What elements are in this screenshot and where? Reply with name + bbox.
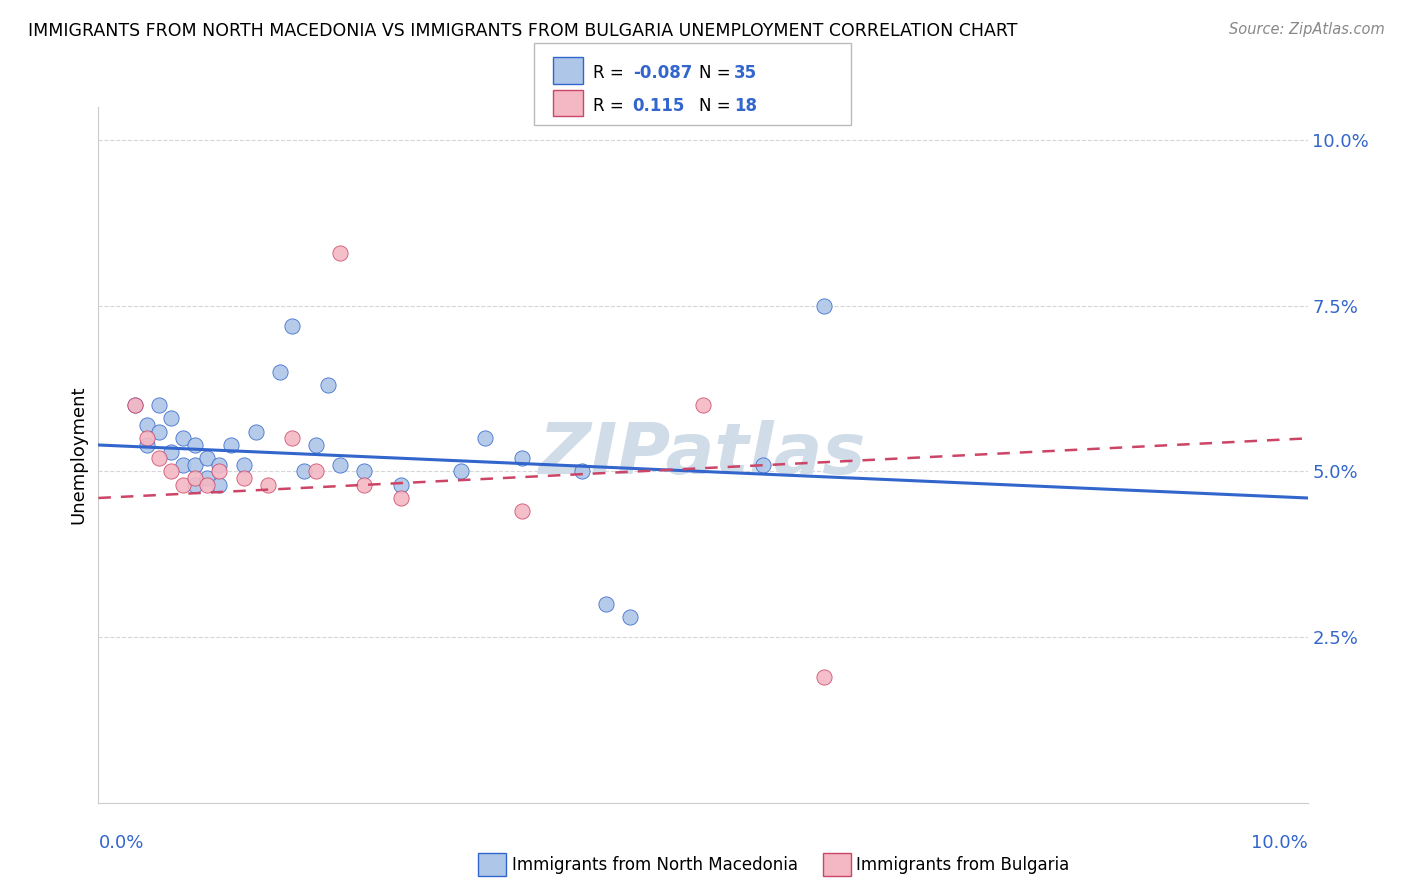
Point (269, 365, 291, 379)
Point (353, 477, 375, 491)
Text: R =: R = (593, 97, 630, 115)
Point (813, 670, 835, 684)
Point (329, 245, 352, 260)
Point (571, 465, 593, 479)
Point (160, 444, 183, 458)
Point (124, 398, 146, 412)
Point (148, 425, 170, 439)
Point (195, 471, 218, 485)
Point (172, 458, 194, 472)
Point (281, 318, 304, 333)
Point (195, 451, 218, 466)
Point (172, 431, 194, 445)
Point (160, 465, 183, 479)
Text: N =: N = (699, 64, 735, 82)
Point (389, 477, 412, 491)
Text: IMMIGRANTS FROM NORTH MACEDONIA VS IMMIGRANTS FROM BULGARIA UNEMPLOYMENT CORRELA: IMMIGRANTS FROM NORTH MACEDONIA VS IMMIG… (28, 22, 1018, 40)
Text: 10.0%: 10.0% (1251, 834, 1308, 852)
Point (232, 458, 254, 472)
Text: 0.115: 0.115 (633, 97, 685, 115)
Point (148, 398, 170, 412)
Text: 0.0%: 0.0% (98, 834, 143, 852)
Point (450, 465, 472, 479)
Point (208, 477, 231, 491)
Text: ZIPatlas: ZIPatlas (540, 420, 866, 490)
Point (595, 597, 617, 611)
Point (135, 438, 157, 452)
Text: 35: 35 (734, 64, 756, 82)
Point (752, 458, 775, 472)
Text: N =: N = (699, 97, 735, 115)
Point (316, 378, 339, 392)
Point (692, 398, 714, 412)
Point (124, 398, 146, 412)
Point (184, 471, 207, 485)
Text: Immigrants from North Macedonia: Immigrants from North Macedonia (512, 856, 797, 874)
Point (329, 458, 352, 472)
Point (281, 431, 304, 445)
Point (305, 465, 328, 479)
Text: -0.087: -0.087 (633, 64, 692, 82)
Point (172, 477, 194, 491)
Text: Immigrants from Bulgaria: Immigrants from Bulgaria (856, 856, 1070, 874)
Point (135, 418, 157, 433)
Point (160, 411, 183, 425)
Text: R =: R = (593, 64, 630, 82)
Point (221, 438, 243, 452)
Point (292, 465, 315, 479)
Point (619, 610, 641, 624)
Point (474, 431, 496, 445)
Point (389, 491, 412, 505)
Point (245, 425, 267, 439)
Point (813, 299, 835, 313)
Point (184, 438, 207, 452)
Point (256, 477, 278, 491)
Point (353, 465, 375, 479)
Point (305, 438, 328, 452)
Text: 18: 18 (734, 97, 756, 115)
Point (184, 458, 207, 472)
Point (510, 504, 533, 518)
Text: Source: ZipAtlas.com: Source: ZipAtlas.com (1229, 22, 1385, 37)
Point (208, 458, 231, 472)
Point (148, 451, 170, 466)
Point (184, 477, 207, 491)
Point (232, 471, 254, 485)
Y-axis label: Unemployment: Unemployment (69, 385, 87, 524)
Point (195, 477, 218, 491)
Point (208, 465, 231, 479)
Point (135, 431, 157, 445)
Point (510, 451, 533, 466)
